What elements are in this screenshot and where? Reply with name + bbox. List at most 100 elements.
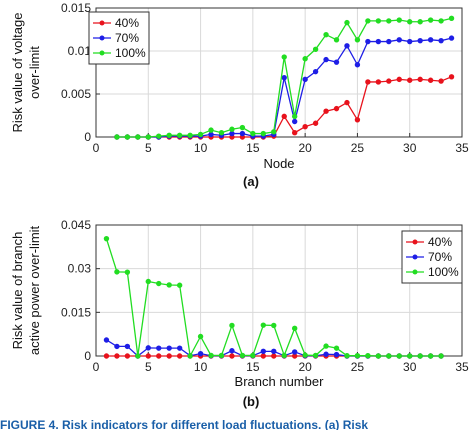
data-point xyxy=(417,76,423,83)
x-tick-label: 25 xyxy=(351,360,365,374)
data-point xyxy=(114,353,120,359)
x-tick-label: 5 xyxy=(145,360,152,374)
data-point xyxy=(124,134,131,140)
y-axis-label: Risk value of voltage xyxy=(10,13,25,133)
data-point xyxy=(291,325,298,332)
data-point xyxy=(281,54,287,60)
data-point xyxy=(187,353,193,359)
x-tick-label: 0 xyxy=(93,141,100,155)
data-point xyxy=(145,345,151,351)
data-point xyxy=(386,38,392,45)
series-line-70pct xyxy=(116,37,452,138)
legend-label: 40% xyxy=(115,16,139,30)
data-point xyxy=(166,282,172,288)
data-point xyxy=(375,18,382,24)
data-point xyxy=(438,37,444,44)
data-point xyxy=(354,37,361,43)
data-point xyxy=(124,343,131,350)
data-point xyxy=(323,343,329,349)
data-point xyxy=(145,278,151,285)
x-tick-label: 35 xyxy=(455,360,469,374)
data-point xyxy=(448,74,455,80)
x-tick-label: 0 xyxy=(93,360,100,374)
data-point xyxy=(135,353,141,359)
data-point xyxy=(229,126,235,132)
data-point xyxy=(354,62,361,68)
data-point xyxy=(197,333,204,340)
data-point xyxy=(291,130,298,136)
data-point xyxy=(375,353,382,359)
data-point xyxy=(344,19,350,26)
data-point xyxy=(208,352,214,359)
data-point xyxy=(281,352,287,359)
data-point xyxy=(145,353,151,359)
data-point xyxy=(124,353,131,359)
data-point xyxy=(302,123,308,130)
data-point xyxy=(156,280,162,287)
data-point xyxy=(365,79,371,85)
data-point xyxy=(208,127,214,133)
y-tick-label: 0.015 xyxy=(61,1,91,15)
plot-frame xyxy=(95,7,463,138)
data-point xyxy=(229,130,235,137)
data-point xyxy=(333,345,340,351)
x-tick-label: 35 xyxy=(455,141,469,155)
y-tick-label: 0 xyxy=(84,130,91,144)
data-point xyxy=(354,117,361,123)
x-axis-label: Branch number xyxy=(235,374,325,389)
data-point xyxy=(386,353,392,359)
data-point xyxy=(407,38,413,45)
x-axis-label: Node xyxy=(263,156,294,171)
data-point xyxy=(448,35,455,41)
data-point xyxy=(333,351,340,358)
legend-label: 100% xyxy=(428,265,459,279)
data-point xyxy=(302,76,308,83)
data-point xyxy=(281,74,287,81)
data-point xyxy=(208,131,214,138)
y-tick-label: 0.015 xyxy=(61,305,91,319)
data-point xyxy=(386,18,392,24)
data-point xyxy=(271,129,277,135)
data-point xyxy=(396,37,402,43)
data-point xyxy=(229,322,235,329)
legend-swatch-marker xyxy=(412,239,418,245)
data-point xyxy=(145,134,151,140)
legend-label: 40% xyxy=(428,235,452,249)
series-line-100pct xyxy=(105,238,442,359)
data-point xyxy=(407,19,413,25)
data-point xyxy=(103,337,110,343)
x-tick-label: 5 xyxy=(145,141,152,155)
data-point xyxy=(166,353,172,359)
x-tick-label: 20 xyxy=(298,141,312,155)
data-point xyxy=(260,322,267,328)
data-point xyxy=(176,353,183,359)
data-point xyxy=(427,353,434,359)
data-point xyxy=(417,353,423,359)
x-tick-label: 15 xyxy=(246,141,260,155)
y-tick-label: 0.045 xyxy=(61,218,91,232)
panel-label: (b) xyxy=(243,394,260,409)
data-point xyxy=(438,18,444,24)
data-point xyxy=(323,31,329,38)
legend-swatch-marker xyxy=(99,35,105,41)
chart-panel-a: 0 5 10 15 20 25 30 35 0 0.005 0.01 0.015 Node Risk va… xyxy=(10,1,469,189)
chart-panel-b: 0 5 10 15 20 25 30 35 0 0.015 0.03 0.045 Branch numb… xyxy=(10,218,469,409)
data-point xyxy=(344,353,350,359)
data-point xyxy=(375,38,382,45)
legend-swatch-marker xyxy=(99,50,105,56)
data-point xyxy=(135,134,141,140)
data-point xyxy=(197,350,204,357)
data-point xyxy=(365,353,371,359)
data-point xyxy=(271,348,277,355)
data-point xyxy=(114,269,120,275)
data-point xyxy=(229,353,235,359)
x-tick-label: 10 xyxy=(194,141,208,155)
x-tick-label: 30 xyxy=(403,360,417,374)
legend-swatch-marker xyxy=(412,254,418,260)
legend-label: 70% xyxy=(428,250,452,264)
data-point xyxy=(156,345,162,351)
data-point xyxy=(218,352,225,359)
data-point xyxy=(417,37,423,44)
data-point xyxy=(312,120,319,126)
